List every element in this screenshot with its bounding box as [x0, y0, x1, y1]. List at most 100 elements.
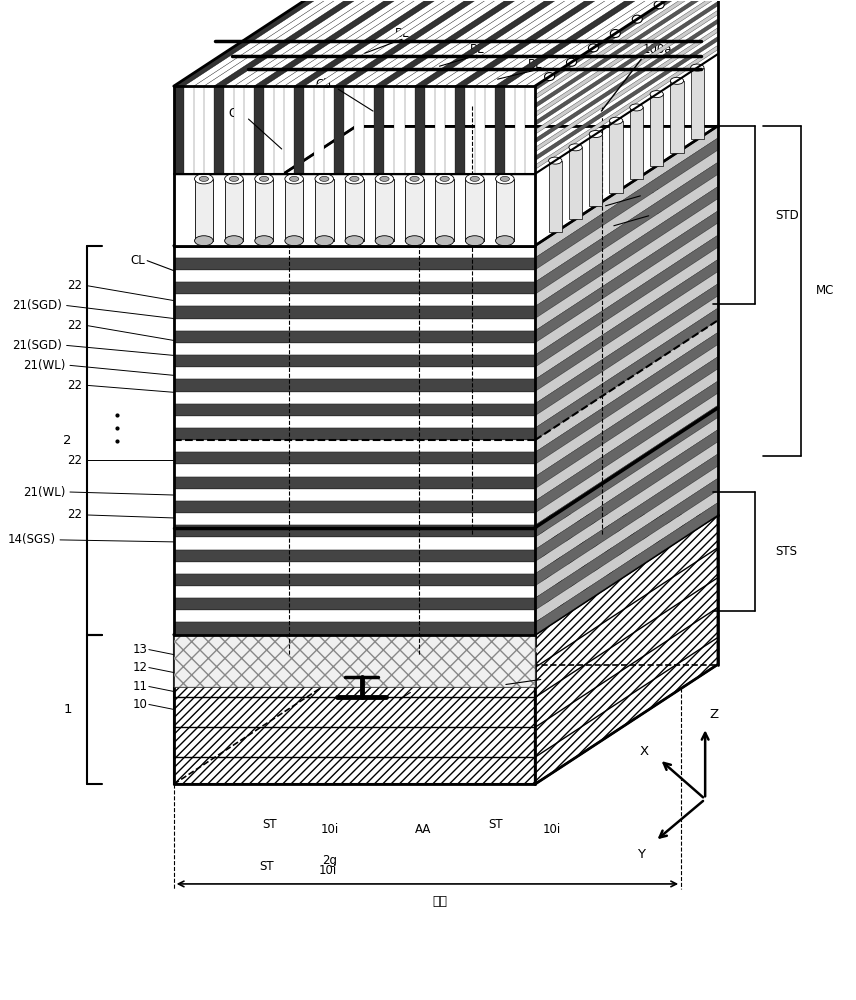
Text: 22: 22	[68, 279, 82, 292]
Polygon shape	[495, 0, 687, 86]
Polygon shape	[535, 503, 717, 635]
Polygon shape	[535, 284, 717, 416]
Polygon shape	[224, 179, 243, 241]
Ellipse shape	[285, 236, 304, 246]
Ellipse shape	[229, 176, 239, 181]
Polygon shape	[174, 428, 535, 440]
Polygon shape	[535, 272, 717, 404]
Ellipse shape	[588, 44, 598, 52]
Text: Z: Z	[710, 708, 718, 721]
Polygon shape	[174, 501, 535, 513]
Text: Tr: Tr	[386, 696, 396, 709]
Ellipse shape	[345, 174, 364, 184]
Polygon shape	[174, 598, 535, 610]
Ellipse shape	[224, 236, 243, 246]
Text: 13: 13	[133, 643, 147, 656]
Text: ST: ST	[489, 818, 503, 831]
Text: CL: CL	[130, 254, 145, 267]
Polygon shape	[285, 179, 304, 241]
Polygon shape	[174, 306, 535, 319]
Polygon shape	[414, 0, 607, 86]
Ellipse shape	[255, 174, 273, 184]
Polygon shape	[535, 10, 717, 134]
Polygon shape	[345, 179, 364, 241]
Ellipse shape	[496, 236, 514, 246]
Polygon shape	[435, 86, 444, 174]
Text: 10: 10	[133, 698, 147, 711]
Polygon shape	[535, 381, 717, 513]
Polygon shape	[174, 86, 184, 174]
Polygon shape	[535, 357, 717, 489]
Polygon shape	[174, 635, 535, 687]
Ellipse shape	[589, 131, 603, 138]
Polygon shape	[174, 282, 535, 294]
Polygon shape	[414, 86, 425, 174]
Ellipse shape	[259, 176, 269, 181]
Ellipse shape	[380, 176, 389, 181]
Text: MC: MC	[816, 284, 834, 297]
Polygon shape	[535, 515, 717, 784]
Ellipse shape	[440, 176, 449, 181]
Ellipse shape	[319, 176, 329, 181]
Polygon shape	[535, 150, 717, 282]
Text: CL: CL	[229, 107, 243, 120]
Polygon shape	[435, 0, 627, 86]
Ellipse shape	[255, 236, 273, 246]
Polygon shape	[234, 86, 244, 174]
Polygon shape	[395, 0, 587, 86]
Polygon shape	[514, 0, 708, 86]
Polygon shape	[174, 294, 535, 306]
Ellipse shape	[410, 176, 419, 181]
Polygon shape	[174, 367, 535, 379]
Polygon shape	[549, 161, 562, 232]
Ellipse shape	[345, 236, 364, 246]
Text: 100a: 100a	[643, 43, 672, 56]
Polygon shape	[535, 260, 717, 392]
Polygon shape	[234, 0, 426, 86]
Text: 22: 22	[68, 508, 82, 521]
Text: 22: 22	[68, 379, 82, 392]
Ellipse shape	[405, 236, 424, 246]
Polygon shape	[589, 134, 603, 206]
Text: 10i: 10i	[318, 864, 336, 877]
Polygon shape	[193, 0, 387, 86]
Polygon shape	[569, 147, 582, 219]
Ellipse shape	[500, 176, 509, 181]
Polygon shape	[274, 86, 284, 174]
Polygon shape	[535, 320, 717, 452]
Text: 1: 1	[63, 703, 72, 716]
Text: 10i: 10i	[321, 823, 339, 836]
Text: X: X	[639, 745, 649, 758]
Polygon shape	[535, 369, 717, 501]
Polygon shape	[174, 404, 535, 416]
Ellipse shape	[633, 15, 642, 23]
Text: 14(SGS): 14(SGS)	[8, 533, 56, 546]
Polygon shape	[174, 246, 535, 258]
Polygon shape	[335, 86, 344, 174]
Ellipse shape	[610, 30, 621, 37]
Polygon shape	[535, 406, 717, 537]
Polygon shape	[174, 537, 535, 550]
Polygon shape	[315, 179, 334, 241]
Polygon shape	[650, 94, 663, 166]
Ellipse shape	[199, 176, 209, 181]
Polygon shape	[535, 393, 717, 525]
Polygon shape	[535, 0, 717, 91]
Polygon shape	[535, 175, 717, 306]
Ellipse shape	[375, 236, 394, 246]
Polygon shape	[535, 126, 717, 258]
Ellipse shape	[194, 174, 213, 184]
Ellipse shape	[567, 58, 576, 66]
Polygon shape	[535, 45, 717, 170]
Polygon shape	[374, 86, 384, 174]
Polygon shape	[535, 308, 717, 440]
Ellipse shape	[670, 77, 684, 84]
Polygon shape	[174, 525, 535, 537]
Ellipse shape	[194, 236, 213, 246]
Polygon shape	[535, 418, 717, 550]
Text: 21(SGD): 21(SGD)	[13, 299, 62, 312]
Polygon shape	[670, 81, 684, 153]
Polygon shape	[174, 610, 535, 622]
Polygon shape	[495, 86, 505, 174]
Polygon shape	[436, 179, 454, 241]
